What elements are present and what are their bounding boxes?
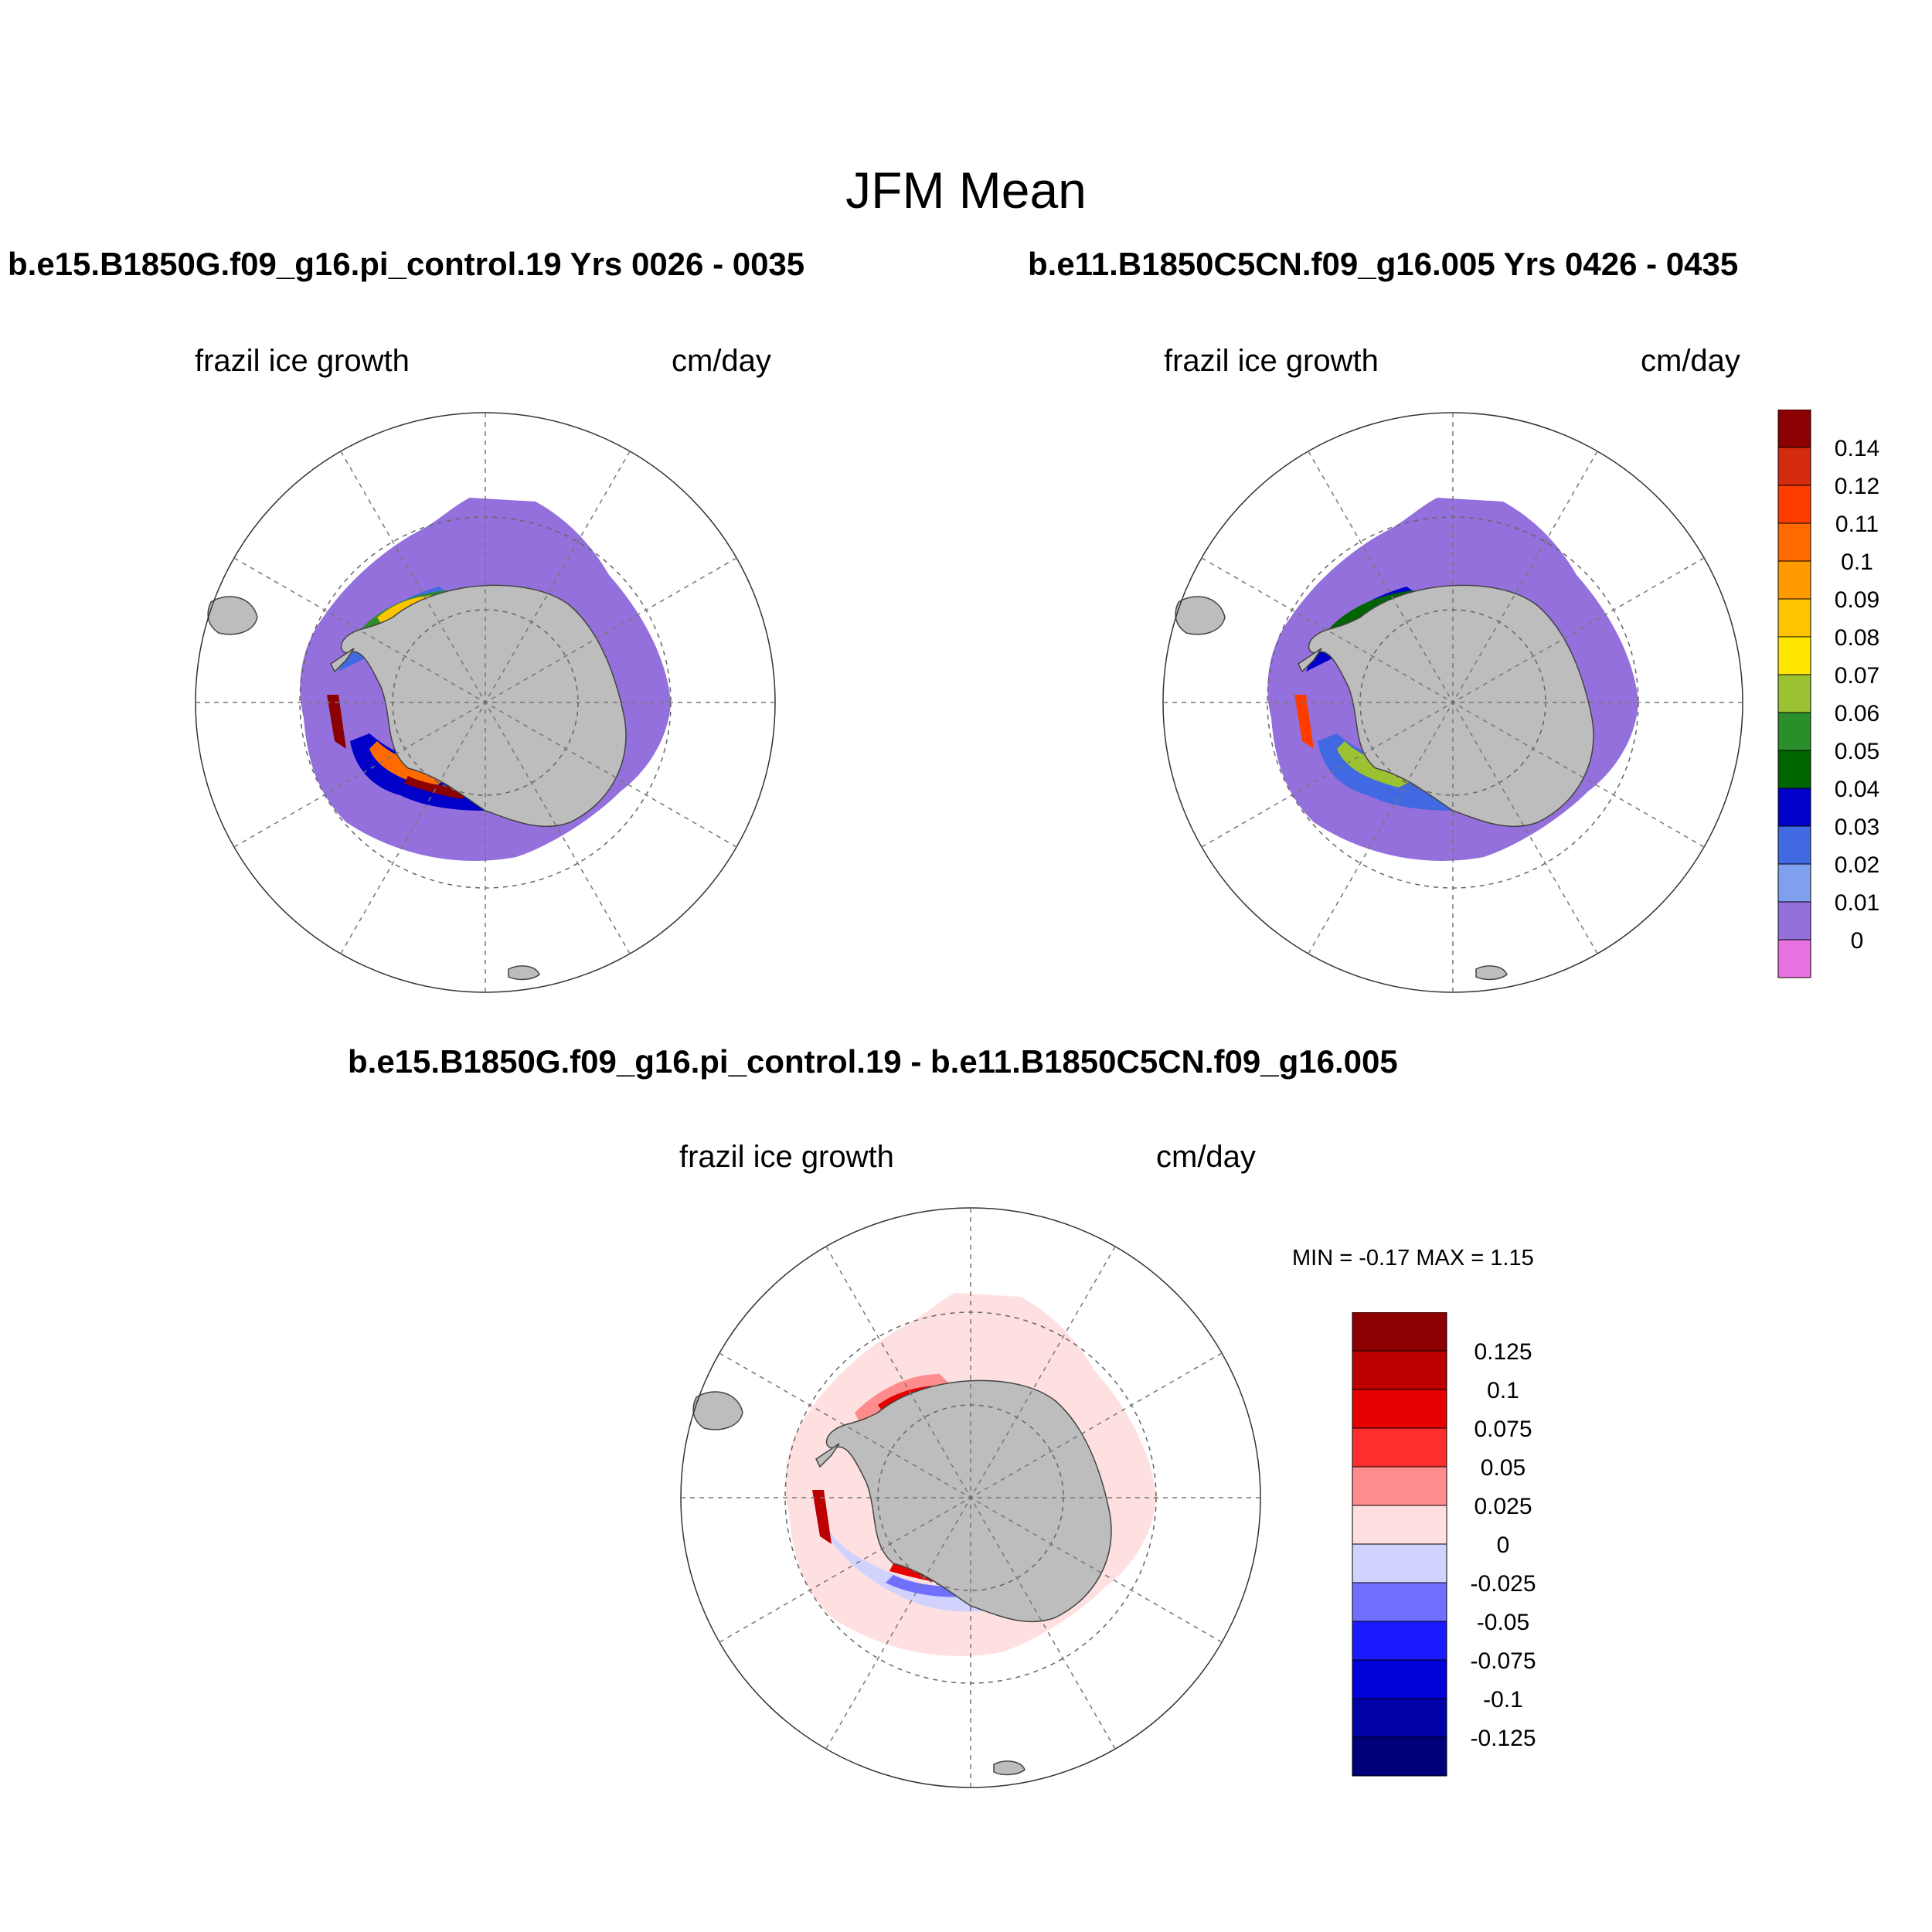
diff-colorbar-swatch — [1352, 1621, 1447, 1661]
diff-colorbar-swatch — [1352, 1736, 1447, 1777]
right-polar-map — [1162, 412, 1743, 993]
mean-colorbar-swatch — [1777, 485, 1811, 524]
mean-colorbar-swatch — [1777, 522, 1811, 562]
mean-colorbar-tick-label: 0.01 — [1835, 890, 1879, 916]
diff-colorbar-tick-label: 0.05 — [1481, 1455, 1526, 1481]
diff-minmax-label: MIN = -0.17 MAX = 1.15 — [1292, 1246, 1534, 1270]
diff-colorbar-swatch — [1352, 1427, 1447, 1468]
diff-colorbar-tick-label: 0.1 — [1487, 1378, 1519, 1403]
mean-colorbar-tick-label: 0 — [1851, 928, 1864, 954]
left-variable-label: frazil ice growth — [195, 344, 410, 378]
mean-colorbar-swatch — [1777, 674, 1811, 713]
diff-colorbar-swatch — [1352, 1698, 1447, 1738]
mean-colorbar-tick-label: 0.05 — [1835, 739, 1879, 764]
mean-colorbar-tick-label: 0.04 — [1835, 777, 1879, 802]
mean-colorbar-tick-label: 0.06 — [1835, 701, 1879, 726]
diff-colorbar-tick-label: -0.1 — [1483, 1687, 1523, 1713]
right-units-label: cm/day — [1641, 344, 1740, 378]
mean-colorbar-tick-label: 0.09 — [1835, 587, 1879, 613]
mean-colorbar-swatch — [1777, 560, 1811, 600]
mean-colorbar-swatch — [1777, 863, 1811, 903]
left-polar-map — [195, 412, 776, 993]
mean-colorbar-tick-label: 0.08 — [1835, 625, 1879, 651]
mean-colorbar-swatch — [1777, 825, 1811, 865]
diff-colorbar-swatch — [1352, 1350, 1447, 1390]
diff-colorbar-tick-label: 0 — [1497, 1532, 1510, 1558]
right-variable-label: frazil ice growth — [1164, 344, 1379, 378]
diff-variable-label: frazil ice growth — [679, 1140, 894, 1174]
diff-colorbar-swatch — [1352, 1543, 1447, 1583]
diff-colorbar-swatch — [1352, 1312, 1447, 1352]
diff-colorbar-swatch — [1352, 1389, 1447, 1429]
diff-colorbar-tick-label: -0.075 — [1470, 1648, 1536, 1674]
mean-colorbar-swatch — [1777, 787, 1811, 827]
mean-colorbar-tick-label: 0.02 — [1835, 852, 1879, 878]
mean-colorbar-swatch — [1777, 712, 1811, 751]
left-units-label: cm/day — [672, 344, 771, 378]
diff-colorbar-tick-label: 0.125 — [1474, 1339, 1532, 1365]
mean-colorbar-swatch — [1777, 598, 1811, 638]
diff-colorbar-swatch — [1352, 1659, 1447, 1699]
mean-colorbar-tick-label: 0.07 — [1835, 663, 1879, 689]
diff-colorbar-swatch — [1352, 1505, 1447, 1545]
mean-colorbar-tick-label: 0.12 — [1835, 474, 1879, 499]
mean-colorbar-swatch — [1777, 901, 1811, 940]
mean-colorbar-tick-label: 0.11 — [1835, 512, 1879, 537]
right-panel-title: b.e11.B1850C5CN.f09_g16.005 Yrs 0426 - 0… — [1028, 246, 1739, 282]
mean-colorbar-tick-label: 0.1 — [1841, 549, 1873, 575]
diff-colorbar-tick-label: 0.025 — [1474, 1494, 1532, 1519]
mean-colorbar-tick-label: 0.03 — [1835, 815, 1879, 840]
diff-colorbar: 0.125 0.1 0.075 0.05 0.025 0 -0.025 -0.05 -0.075… — [1352, 1312, 1536, 1777]
mean-colorbar-tick-label: 0.14 — [1835, 436, 1879, 461]
diff-colorbar-tick-label: -0.025 — [1470, 1571, 1536, 1597]
mean-colorbar-swatch — [1777, 939, 1811, 978]
diff-polar-map — [680, 1207, 1261, 1788]
mean-colorbar-swatch — [1777, 636, 1811, 675]
figure-title: JFM Mean — [845, 162, 1087, 219]
diff-colorbar-tick-label: -0.125 — [1470, 1726, 1536, 1751]
left-panel-title: b.e15.B1850G.f09_g16.pi_control.19 Yrs 0… — [8, 246, 805, 282]
diff-panel-title: b.e15.B1850G.f09_g16.pi_control.19 - b.e… — [348, 1043, 1398, 1080]
mean-colorbar: 0.14 0.12 0.11 0.1 0.09 0.08 0.07 0.06 0.05 0.04 0… — [1777, 410, 1879, 978]
diff-colorbar-tick-label: 0.075 — [1474, 1417, 1532, 1442]
mean-colorbar-swatch — [1777, 410, 1811, 448]
diff-colorbar-swatch — [1352, 1582, 1447, 1622]
diff-units-label: cm/day — [1156, 1140, 1256, 1174]
diff-colorbar-swatch — [1352, 1466, 1447, 1506]
diff-colorbar-tick-label: -0.05 — [1477, 1610, 1529, 1635]
mean-colorbar-swatch — [1777, 750, 1811, 789]
mean-colorbar-swatch — [1777, 447, 1811, 486]
